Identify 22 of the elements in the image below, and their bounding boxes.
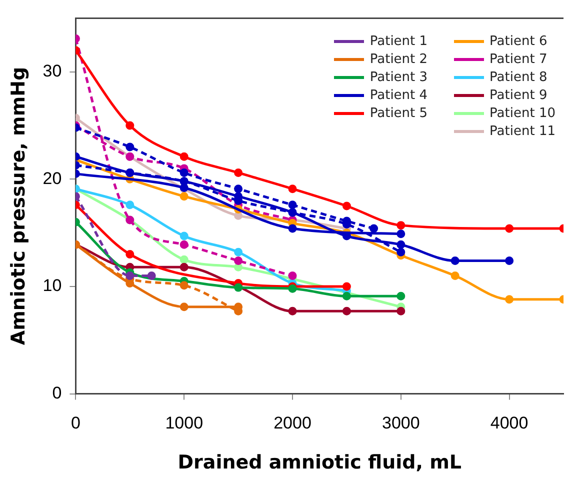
- legend-label: Patient 1: [370, 34, 428, 49]
- x-tick-label: 4000: [490, 414, 528, 433]
- y-tick-label: 0: [52, 383, 62, 402]
- x-tick-label: 3000: [382, 414, 420, 433]
- x-tick-label: 2000: [274, 414, 312, 433]
- y-tick-label: 20: [42, 168, 62, 188]
- legend-label: Patient 2: [370, 52, 428, 67]
- legend-label: Patient 5: [370, 106, 428, 121]
- legend-label: Patient 6: [490, 34, 548, 49]
- legend-label: Patient 10: [490, 106, 556, 121]
- legend-label: Patient 4: [370, 88, 428, 103]
- x-axis-title: Drained amniotic fluid, mL: [178, 452, 462, 474]
- x-tick-label: 1000: [165, 414, 204, 433]
- y-tick-label: 30: [42, 62, 62, 81]
- legend-label: Patient 8: [490, 70, 548, 85]
- legend-label: Patient 9: [490, 88, 548, 103]
- y-tick-label: 10: [42, 276, 62, 296]
- legend-label: Patient 7: [490, 52, 548, 67]
- legend-label: Patient 11: [490, 124, 556, 139]
- legend-label: Patient 3: [370, 70, 428, 85]
- y-axis-title: Amniotic pressure, mmHg: [7, 66, 30, 346]
- x-tick-label: 0: [70, 414, 80, 433]
